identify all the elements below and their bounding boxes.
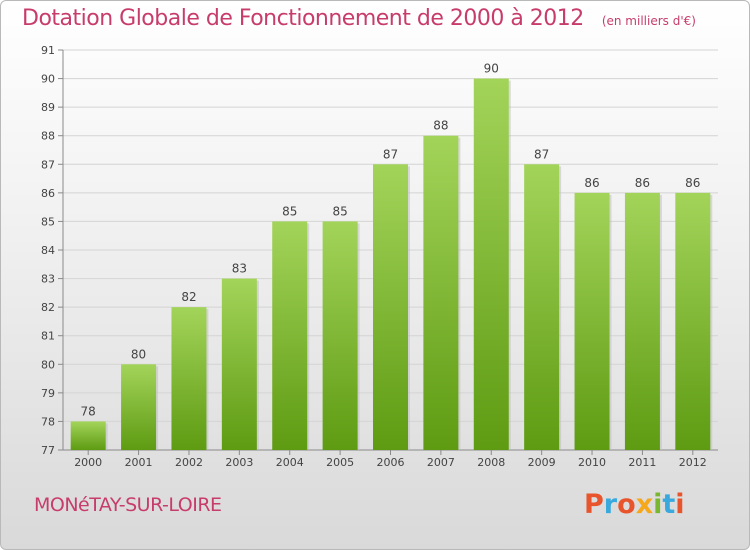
bar (272, 221, 308, 450)
bar (423, 135, 459, 450)
x-tick-label: 2002 (175, 456, 203, 469)
bar (171, 307, 207, 450)
bar-value-label: 86 (584, 176, 599, 190)
logo-letter: i (675, 489, 685, 520)
x-tick-label: 2010 (578, 456, 606, 469)
y-tick-label: 86 (41, 187, 55, 200)
commune-name: MONéTAY-SUR-LOIRE (34, 494, 222, 516)
y-tick-label: 83 (41, 273, 55, 286)
y-tick-label: 89 (41, 101, 55, 114)
bar-value-label: 87 (534, 147, 549, 161)
bar (221, 278, 257, 450)
bar-value-label: 86 (685, 176, 700, 190)
logo-letter: x (635, 489, 654, 520)
x-tick-label: 2006 (377, 456, 405, 469)
proxiti-logo[interactable]: Proxiti (584, 489, 685, 520)
bar-value-label: 87 (383, 147, 398, 161)
x-tick-label: 2012 (679, 456, 707, 469)
y-tick-label: 91 (41, 44, 55, 57)
labels: 78 2000 80 2001 82 2002 83 2003 85 2004 85 2005 87 20… (74, 62, 707, 469)
x-tick-label: 2009 (528, 456, 556, 469)
x-tick-label: 2007 (427, 456, 455, 469)
y-tick-label: 78 (41, 415, 55, 428)
logo-letter: t (662, 489, 676, 520)
title-row: Dotation Globale de Fonctionnement de 20… (22, 6, 696, 38)
bar-value-label: 82 (181, 290, 196, 304)
x-tick-label: 2004 (276, 456, 304, 469)
chart-title: Dotation Globale de Fonctionnement de 20… (22, 6, 584, 31)
bar (121, 364, 157, 450)
bars (70, 78, 713, 451)
y-tick-label: 77 (41, 444, 55, 457)
bar-value-label: 83 (232, 262, 247, 276)
bar-value-label: 88 (433, 119, 448, 133)
bar (624, 192, 660, 450)
bar (524, 164, 560, 451)
logo-letter: P (584, 489, 604, 520)
bar-value-label: 85 (332, 204, 347, 218)
x-tick-label: 2003 (225, 456, 253, 469)
y-tick-label: 88 (41, 130, 55, 143)
bar-value-label: 85 (282, 204, 297, 218)
chart-subtitle: (en milliers d'€) (601, 14, 696, 28)
y-tick-label: 90 (41, 73, 55, 86)
logo-letter: o (617, 489, 636, 520)
y-tick-label: 85 (41, 215, 55, 228)
x-tick-label: 2001 (125, 456, 153, 469)
bar-value-label: 90 (484, 62, 499, 76)
bar-value-label: 80 (131, 347, 146, 361)
bar (574, 192, 610, 450)
logo-letter: i (653, 489, 663, 520)
bar (373, 164, 408, 451)
bar (675, 192, 711, 450)
x-tick-label: 2011 (628, 456, 656, 469)
bar (70, 421, 106, 450)
y-tick-label: 87 (41, 158, 55, 171)
bar (473, 78, 509, 451)
y-tick-label: 79 (41, 387, 55, 400)
bar-value-label: 86 (635, 176, 650, 190)
y-tick-label: 81 (41, 330, 55, 343)
bar (322, 221, 358, 450)
y-tick-label: 84 (41, 244, 55, 257)
logo-letter: r (603, 489, 618, 520)
x-tick-label: 2005 (326, 456, 354, 469)
x-tick-label: 2000 (74, 456, 102, 469)
y-tick-label: 82 (41, 301, 55, 314)
x-tick-label: 2008 (477, 456, 505, 469)
bar-value-label: 78 (81, 404, 96, 418)
y-tick-label: 80 (41, 358, 55, 371)
